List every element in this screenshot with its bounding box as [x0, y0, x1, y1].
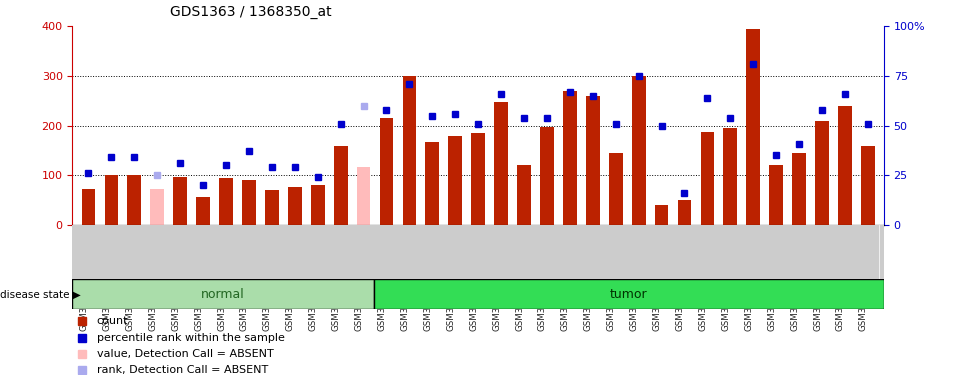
- Bar: [627, 225, 650, 279]
- Bar: [719, 225, 742, 279]
- Bar: [787, 225, 810, 279]
- Bar: [356, 167, 370, 225]
- Bar: [151, 189, 164, 225]
- Bar: [214, 225, 238, 279]
- Bar: [861, 146, 875, 225]
- Bar: [104, 175, 118, 225]
- Bar: [810, 225, 834, 279]
- Text: normal: normal: [201, 288, 245, 301]
- Bar: [747, 29, 760, 225]
- Bar: [99, 225, 123, 279]
- Bar: [673, 225, 696, 279]
- Bar: [288, 187, 301, 225]
- Bar: [696, 225, 719, 279]
- Bar: [724, 128, 737, 225]
- Bar: [467, 225, 490, 279]
- Bar: [517, 165, 531, 225]
- Text: count: count: [97, 316, 128, 326]
- Bar: [769, 165, 783, 225]
- Bar: [558, 225, 582, 279]
- Bar: [242, 180, 256, 225]
- Bar: [700, 132, 714, 225]
- Text: percentile rank within the sample: percentile rank within the sample: [97, 333, 285, 343]
- Bar: [857, 225, 879, 279]
- Bar: [380, 118, 393, 225]
- Bar: [563, 91, 577, 225]
- Bar: [834, 225, 857, 279]
- Bar: [513, 225, 535, 279]
- Bar: [123, 225, 146, 279]
- Bar: [448, 136, 462, 225]
- Bar: [490, 225, 513, 279]
- Bar: [77, 225, 99, 279]
- Bar: [605, 225, 627, 279]
- Bar: [540, 127, 554, 225]
- Bar: [238, 225, 261, 279]
- Bar: [495, 102, 508, 225]
- Bar: [196, 196, 210, 225]
- Bar: [169, 225, 191, 279]
- Bar: [72, 279, 374, 309]
- Bar: [81, 189, 96, 225]
- Bar: [265, 190, 279, 225]
- Bar: [421, 225, 443, 279]
- Bar: [146, 225, 169, 279]
- Bar: [219, 178, 233, 225]
- Bar: [128, 175, 141, 225]
- Text: GDS1363 / 1368350_at: GDS1363 / 1368350_at: [170, 5, 331, 19]
- Bar: [403, 76, 416, 225]
- Bar: [632, 76, 645, 225]
- Bar: [677, 200, 692, 225]
- Bar: [283, 225, 306, 279]
- Bar: [838, 106, 852, 225]
- Bar: [329, 225, 352, 279]
- Text: value, Detection Call = ABSENT: value, Detection Call = ABSENT: [97, 349, 273, 359]
- Bar: [792, 153, 806, 225]
- Bar: [650, 225, 673, 279]
- Bar: [306, 225, 329, 279]
- Bar: [334, 146, 348, 225]
- Bar: [471, 133, 485, 225]
- Text: disease state ▶: disease state ▶: [0, 290, 81, 299]
- Bar: [311, 185, 325, 225]
- Bar: [352, 225, 375, 279]
- Bar: [815, 121, 829, 225]
- Bar: [535, 225, 558, 279]
- Bar: [443, 225, 467, 279]
- Bar: [374, 279, 884, 309]
- Bar: [261, 225, 283, 279]
- Bar: [398, 225, 421, 279]
- Bar: [582, 225, 605, 279]
- Bar: [425, 141, 440, 225]
- Bar: [586, 96, 600, 225]
- Bar: [765, 225, 787, 279]
- Bar: [173, 177, 187, 225]
- Bar: [655, 205, 668, 225]
- Text: tumor: tumor: [611, 288, 647, 301]
- Bar: [742, 225, 765, 279]
- Bar: [191, 225, 214, 279]
- Bar: [375, 225, 398, 279]
- Bar: [609, 153, 622, 225]
- Text: rank, Detection Call = ABSENT: rank, Detection Call = ABSENT: [97, 365, 268, 375]
